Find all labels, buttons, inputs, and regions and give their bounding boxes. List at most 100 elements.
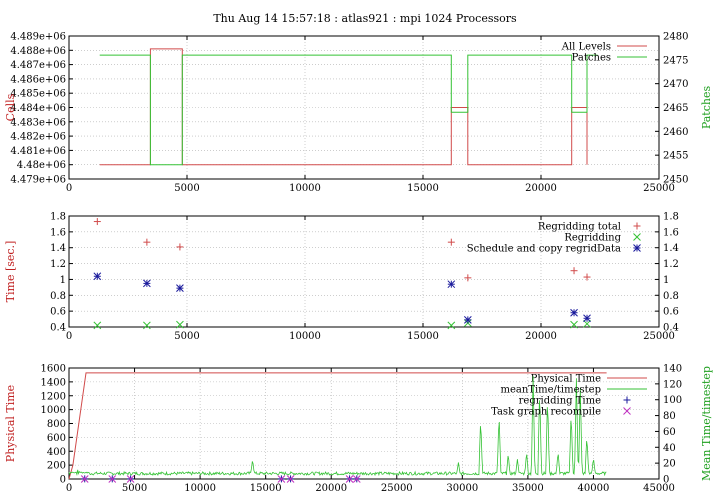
- x-tick-label: 45000: [643, 483, 675, 494]
- x-tick-label: 10000: [184, 483, 216, 494]
- x-tick-label: 35000: [512, 483, 544, 494]
- legend-marker: [633, 233, 641, 241]
- y-right-tick-label: 0: [663, 475, 669, 486]
- data-point: [80, 475, 89, 483]
- y-tick-label: 4.483e+06: [10, 117, 66, 128]
- y-right-tick-label: 1.6: [663, 227, 679, 238]
- data-point-d2: [447, 280, 456, 289]
- data-point: [93, 272, 102, 281]
- x-tick-label: 10000: [289, 331, 321, 342]
- series-line: [68, 372, 607, 480]
- y-tick-label: 0.6: [50, 307, 66, 318]
- data-point: [126, 475, 135, 483]
- x-tick-label: 25000: [643, 331, 675, 342]
- legend-marker: [623, 396, 631, 404]
- y-tick-label: 0.8: [50, 291, 66, 302]
- x-tick-label: 0: [66, 183, 72, 194]
- data-point-d2: [345, 475, 354, 483]
- data-point-d2: [93, 321, 102, 330]
- x-tick-label: 40000: [578, 483, 610, 494]
- data-point: [447, 280, 456, 289]
- legend-label: Schedule and copy regridData: [467, 244, 621, 255]
- y-right-tick-label: 2450: [663, 175, 688, 186]
- data-point: [583, 314, 591, 323]
- x-tick-label: 20000: [315, 483, 347, 494]
- series-line: [99, 48, 588, 166]
- data-point: [447, 321, 456, 330]
- y-axis-label-right: Mean Time/timestep: [700, 366, 713, 481]
- data-point-d2: [447, 321, 456, 330]
- x-tick-label: 5000: [174, 331, 199, 342]
- data-point-d2: [176, 284, 184, 293]
- y-right-tick-label: 80: [663, 411, 676, 422]
- data-point: [286, 475, 295, 483]
- data-point: [143, 321, 151, 330]
- data-point: [143, 238, 151, 246]
- data-point: [176, 284, 184, 293]
- legend-marker: [623, 407, 631, 415]
- x-tick-label: 20000: [525, 331, 557, 342]
- y-tick-label: 0.4: [50, 323, 66, 334]
- y-tick-label: 1: [60, 275, 66, 286]
- y-tick-label: 0: [60, 475, 66, 486]
- y-right-tick-label: 2475: [663, 55, 688, 66]
- y-right-tick-label: 60: [663, 427, 676, 438]
- x-tick-label: 10000: [289, 183, 321, 194]
- y-axis-label-left: Cells: [4, 93, 17, 121]
- data-point: [93, 218, 101, 226]
- y-right-tick-label: 40: [663, 443, 676, 454]
- y-right-tick-label: 0.8: [663, 291, 679, 302]
- legend-marker-d2: [623, 407, 631, 415]
- x-tick-label: 30000: [446, 483, 478, 494]
- data-point-d2: [583, 319, 591, 328]
- data-point: [277, 475, 286, 483]
- y-tick-label: 4.479e+06: [10, 175, 66, 186]
- data-point-d2: [570, 308, 578, 317]
- data-point: [583, 319, 591, 328]
- data-point-d2: [176, 320, 184, 329]
- y-tick-label: 4.489e+06: [10, 32, 66, 43]
- y-right-tick-label: 120: [663, 379, 682, 390]
- data-point-d2: [93, 272, 102, 281]
- y-right-tick-label: 2465: [663, 103, 688, 114]
- y-tick-label: 4.487e+06: [10, 60, 66, 71]
- data-point: [143, 279, 151, 288]
- data-point: [352, 475, 361, 483]
- y-axis-label-left: Physical Time: [4, 385, 17, 462]
- y-right-tick-label: 0.6: [663, 307, 679, 318]
- series-line: [68, 375, 607, 477]
- x-tick-label: 5000: [174, 183, 199, 194]
- y-axis-label-right: Patches: [700, 86, 713, 130]
- y-tick-label: 400: [47, 447, 66, 458]
- y-right-tick-label: 0.4: [663, 323, 679, 334]
- y-tick-label: 1.4: [50, 243, 66, 254]
- y-tick-label: 1200: [41, 391, 66, 402]
- y-tick-label: 800: [47, 419, 66, 430]
- data-point: [583, 273, 591, 281]
- y-tick-label: 1400: [41, 377, 66, 388]
- y-tick-label: 4.488e+06: [10, 46, 66, 57]
- x-tick-label: 15000: [407, 331, 439, 342]
- x-tick-label: 0: [66, 483, 72, 494]
- data-point: [345, 475, 354, 483]
- y-tick-label: 1000: [41, 405, 66, 416]
- y-right-tick-label: 1: [663, 275, 669, 286]
- legend-marker-d2: [633, 233, 641, 241]
- y-tick-label: 600: [47, 433, 66, 444]
- y-tick-label: 200: [47, 461, 66, 472]
- data-point-d2: [143, 321, 151, 330]
- x-tick-label: 25000: [381, 483, 413, 494]
- y-right-tick-label: 100: [663, 395, 682, 406]
- legend-label: Regridding: [564, 233, 621, 244]
- y-tick-label: 1.2: [50, 259, 66, 270]
- data-point-d2: [80, 475, 89, 483]
- data-point-d2: [570, 320, 578, 329]
- legend-label: meanTime/timestep: [500, 385, 601, 396]
- data-point-d2: [352, 475, 361, 483]
- data-point-d2: [286, 475, 295, 483]
- data-point: [463, 316, 472, 324]
- data-point: [93, 321, 102, 330]
- data-point: [176, 320, 184, 329]
